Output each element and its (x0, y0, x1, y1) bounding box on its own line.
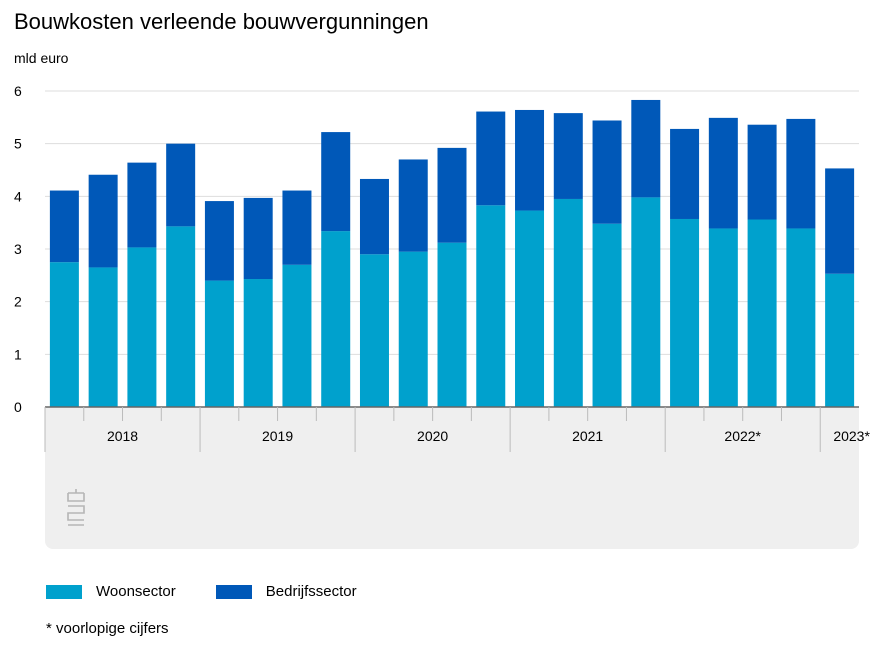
cbs-logo-icon (67, 489, 85, 526)
y-tick-label: 4 (14, 188, 22, 204)
x-axis-panel (45, 407, 859, 549)
legend-label-woonsector: Woonsector (96, 583, 176, 600)
bar-woonsector (515, 210, 545, 407)
y-tick-label: 5 (14, 136, 22, 152)
bar-woonsector (825, 273, 855, 407)
x-group-label: 2021 (572, 428, 603, 444)
bar-woonsector (747, 219, 777, 407)
y-axis-unit-label: mld euro (14, 50, 69, 66)
legend-swatch-woonsector (46, 584, 82, 599)
bar-woonsector (786, 228, 816, 407)
bar-bedrijfssector (708, 117, 738, 229)
legend-item-woonsector: Woonsector (46, 583, 176, 600)
bar-woonsector (49, 262, 79, 407)
bar-woonsector (670, 218, 700, 407)
bar-bedrijfssector (127, 162, 157, 248)
legend-swatch-bedrijfssector (215, 584, 252, 599)
stacked-bar-chart: 0 1 2 3 4 5 6 2018 2019 2020 2021 2022* 2023* (14, 83, 870, 549)
chart-title: Bouwkosten verleende bouwvergunningen (14, 9, 429, 34)
bar-bedrijfssector (204, 201, 234, 281)
bar-bedrijfssector (747, 124, 777, 220)
bar-woonsector (127, 247, 157, 407)
bar-woonsector (243, 279, 273, 407)
bar-woonsector (631, 197, 661, 407)
bar-bedrijfssector (786, 118, 816, 229)
bar-bedrijfssector (670, 128, 700, 219)
bar-woonsector (88, 267, 118, 407)
bar-bedrijfssector (592, 120, 622, 224)
bar-bedrijfssector (825, 168, 855, 274)
x-group-label: 2023* (833, 428, 870, 444)
x-group-label: 2020 (417, 428, 448, 444)
bar-bedrijfssector (321, 132, 351, 232)
bar-woonsector (476, 205, 506, 407)
bar-bedrijfssector (359, 178, 389, 255)
bar-woonsector (398, 251, 428, 407)
bar-woonsector (592, 223, 622, 407)
legend: Woonsector Bedrijfssector (46, 583, 397, 600)
bar-woonsector (437, 242, 467, 407)
bar-woonsector (321, 231, 351, 407)
bar-woonsector (166, 226, 196, 407)
bar-bedrijfssector (282, 190, 312, 265)
y-tick-label: 0 (14, 399, 22, 415)
bar-bedrijfssector (166, 143, 196, 227)
x-group-label: 2018 (107, 428, 138, 444)
bar-bedrijfssector (437, 147, 467, 243)
bar-bedrijfssector (398, 159, 428, 252)
y-tick-label: 3 (14, 241, 22, 257)
bar-bedrijfssector (631, 99, 661, 198)
x-group-label: 2022* (724, 428, 761, 444)
bar-bedrijfssector (515, 109, 545, 211)
y-tick-label: 1 (14, 346, 22, 362)
bar-woonsector (282, 264, 312, 407)
bar-bedrijfssector (476, 111, 506, 206)
bar-woonsector (708, 228, 738, 407)
legend-item-bedrijfssector: Bedrijfssector (215, 583, 357, 600)
bar-bedrijfssector (88, 174, 118, 268)
y-tick-label: 6 (14, 83, 22, 99)
bar-woonsector (553, 198, 583, 407)
y-tick-label: 2 (14, 294, 22, 310)
bar-bedrijfssector (49, 190, 79, 263)
x-group-label: 2019 (262, 428, 293, 444)
bar-bedrijfssector (553, 113, 583, 199)
legend-label-bedrijfssector: Bedrijfssector (265, 583, 357, 600)
bar-woonsector (204, 280, 234, 407)
bar-bedrijfssector (243, 197, 273, 280)
bar-woonsector (359, 254, 389, 407)
footnote: * voorlopige cijfers (46, 620, 169, 637)
